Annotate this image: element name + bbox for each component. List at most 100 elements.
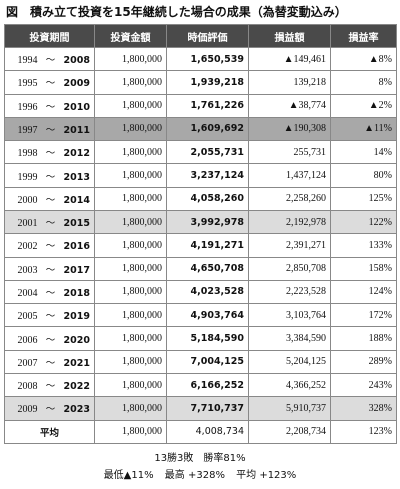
- average-label: 平均: [4, 419, 95, 444]
- market-value-cell: 4,023,528: [166, 279, 249, 305]
- max-return: 最高 +328%: [164, 470, 225, 481]
- end-year: 2009: [63, 78, 90, 90]
- header-period: 投資期間: [4, 24, 95, 48]
- profit-loss-cell: 5,204,125: [248, 349, 331, 374]
- period-separator: 〜: [45, 264, 56, 276]
- market-value-cell: 6,166,252: [166, 372, 249, 398]
- period-cell: 2000 〜 2014: [4, 186, 95, 211]
- period-cell: 2006 〜 2020: [4, 326, 95, 351]
- market-value-cell: 7,004,125: [166, 349, 249, 374]
- investment-cell: 1,800,000: [94, 70, 167, 95]
- return-rate-cell: 188%: [330, 326, 397, 351]
- market-value-cell: 4,650,708: [166, 256, 249, 281]
- win-loss-summary: 13勝3敗 勝率81%: [154, 453, 246, 464]
- table-row: 2001 〜 2015 1,800,000 3,992,978 2,192,978 122%: [4, 209, 397, 235]
- start-year: 1996: [17, 101, 38, 113]
- market-value-cell: 5,184,590: [166, 326, 249, 351]
- average-row: 平均 1,800,000 4,008,734 2,208,734 123%: [4, 419, 397, 444]
- table-row: 1994 〜 2008 1,800,000 1,650,539 ▲149,461 ▲8%: [4, 46, 397, 72]
- market-value-cell: 3,237,124: [166, 163, 249, 188]
- market-value-cell: 1,761,226: [166, 93, 249, 118]
- end-year: 2019: [63, 311, 90, 323]
- table-row: 1995 〜 2009 1,800,000 1,939,218 139,218 8%: [4, 70, 397, 95]
- investment-cell: 1,800,000: [94, 372, 167, 398]
- period-cell: 2008 〜 2022: [4, 372, 95, 398]
- average-return-rate: 123%: [330, 419, 397, 444]
- average-market-value: 4,008,734: [166, 419, 249, 444]
- results-table: 投資期間 投資金額 時価評価 損益額 損益率 1994 〜 2008 1,800,00…: [4, 24, 397, 444]
- end-year: 2015: [63, 218, 90, 230]
- market-value-cell: 3,992,978: [166, 209, 249, 235]
- investment-cell: 1,800,000: [94, 163, 167, 188]
- table-row: 1998 〜 2012 1,800,000 2,055,731 255,731 14%: [4, 140, 397, 165]
- investment-cell: 1,800,000: [94, 46, 167, 72]
- end-year: 2011: [63, 124, 90, 136]
- period-separator: 〜: [45, 311, 56, 323]
- investment-cell: 1,800,000: [94, 186, 167, 211]
- return-rate-cell: 122%: [330, 209, 397, 235]
- investment-cell: 1,800,000: [94, 93, 167, 118]
- table-row: 2009 〜 2023 1,800,000 7,710,737 5,910,737 328%: [4, 396, 397, 421]
- table-row: 2002 〜 2016 1,800,000 4,191,271 2,391,271 133%: [4, 233, 397, 258]
- header-return-rate: 損益率: [330, 24, 397, 48]
- start-year: 1997: [17, 124, 38, 136]
- start-year: 2001: [17, 218, 38, 230]
- return-rate-cell: 133%: [330, 233, 397, 258]
- start-year: 2003: [17, 264, 38, 276]
- period-cell: 2002 〜 2016: [4, 233, 95, 258]
- start-year: 1999: [17, 171, 38, 183]
- header-profit-loss: 損益額: [248, 24, 331, 48]
- period-separator: 〜: [45, 241, 56, 253]
- profit-loss-cell: 139,218: [248, 70, 331, 95]
- return-rate-cell: 124%: [330, 279, 397, 305]
- end-year: 2020: [63, 334, 90, 346]
- average-profit-loss: 2,208,734: [248, 419, 331, 444]
- period-cell: 2004 〜 2018: [4, 279, 95, 305]
- period-separator: 〜: [45, 78, 56, 90]
- table-row: 2000 〜 2014 1,800,000 4,058,260 2,258,260 125%: [4, 186, 397, 211]
- table-row: 1999 〜 2013 1,800,000 3,237,124 1,437,124 80%: [4, 163, 397, 188]
- period-separator: 〜: [45, 357, 56, 369]
- header-market-value: 時価評価: [166, 24, 249, 48]
- start-year: 1994: [17, 55, 38, 67]
- market-value-cell: 4,058,260: [166, 186, 249, 211]
- return-rate-cell: ▲2%: [330, 93, 397, 118]
- period-separator: 〜: [45, 404, 56, 416]
- profit-loss-cell: 3,103,764: [248, 303, 331, 328]
- profit-loss-cell: 3,384,590: [248, 326, 331, 351]
- investment-cell: 1,800,000: [94, 349, 167, 374]
- period-separator: 〜: [45, 218, 56, 230]
- average-investment: 1,800,000: [94, 419, 167, 444]
- end-year: 2014: [63, 194, 90, 206]
- return-stats: 最低▲11% 最高 +328% 平均 +123%: [0, 469, 400, 483]
- start-year: 2004: [17, 287, 38, 299]
- investment-cell: 1,800,000: [94, 256, 167, 281]
- table-row: 2003 〜 2017 1,800,000 4,650,708 2,850,708 158%: [4, 256, 397, 281]
- profit-loss-cell: 5,910,737: [248, 396, 331, 421]
- start-year: 2007: [17, 357, 38, 369]
- period-cell: 1996 〜 2010: [4, 93, 95, 118]
- return-rate-cell: 158%: [330, 256, 397, 281]
- end-year: 2023: [63, 404, 90, 416]
- period-cell: 2005 〜 2019: [4, 303, 95, 328]
- return-rate-cell: ▲8%: [330, 46, 397, 72]
- table-row: 2008 〜 2022 1,800,000 6,166,252 4,366,252 243%: [4, 372, 397, 398]
- market-value-cell: 4,191,271: [166, 233, 249, 258]
- start-year: 2002: [17, 241, 38, 253]
- table-row: 1996 〜 2010 1,800,000 1,761,226 ▲38,774 ▲2%: [4, 93, 397, 118]
- market-value-cell: 1,650,539: [166, 46, 249, 72]
- return-rate-cell: 289%: [330, 349, 397, 374]
- end-year: 2013: [63, 171, 90, 183]
- period-cell: 2009 〜 2023: [4, 396, 95, 421]
- market-value-cell: 2,055,731: [166, 140, 249, 165]
- table-row: 2004 〜 2018 1,800,000 4,023,528 2,223,528 124%: [4, 279, 397, 305]
- return-rate-cell: 172%: [330, 303, 397, 328]
- investment-cell: 1,800,000: [94, 279, 167, 305]
- start-year: 2005: [17, 311, 38, 323]
- end-year: 2021: [63, 357, 90, 369]
- period-separator: 〜: [45, 381, 56, 393]
- market-value-cell: 7,710,737: [166, 396, 249, 421]
- market-value-cell: 1,609,692: [166, 116, 249, 142]
- investment-cell: 1,800,000: [94, 233, 167, 258]
- end-year: 2017: [63, 264, 90, 276]
